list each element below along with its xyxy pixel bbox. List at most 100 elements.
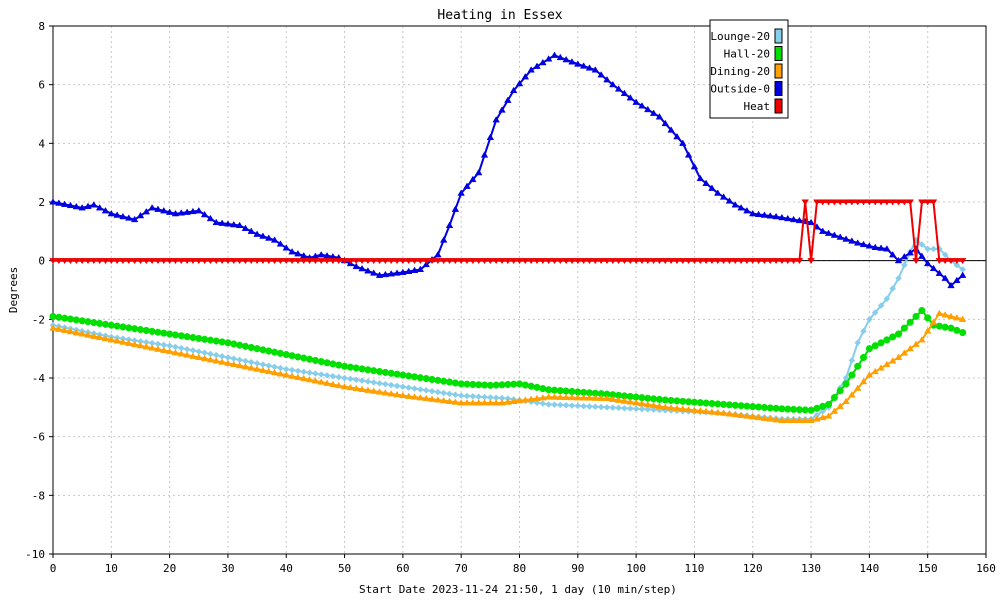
data-point	[737, 258, 745, 265]
data-point	[504, 258, 512, 265]
data-point	[364, 258, 372, 265]
data-point	[148, 344, 156, 351]
data-point	[445, 397, 454, 405]
data-point	[906, 318, 914, 326]
data-point	[218, 219, 226, 226]
data-point	[848, 391, 856, 398]
data-point	[912, 258, 920, 265]
data-point	[562, 393, 570, 401]
data-point	[661, 119, 670, 127]
data-point	[626, 405, 634, 412]
data-point	[644, 105, 652, 113]
data-point	[259, 346, 267, 354]
data-point	[894, 256, 903, 264]
data-point	[679, 405, 687, 412]
data-point	[626, 94, 635, 101]
legend-label: Outside-0	[710, 83, 770, 96]
data-point	[428, 375, 436, 384]
data-point	[568, 402, 576, 409]
data-point	[463, 399, 471, 406]
data-point	[410, 373, 419, 381]
data-point	[889, 285, 897, 292]
data-point	[539, 258, 547, 265]
data-point	[189, 258, 197, 265]
data-point	[836, 199, 844, 206]
data-point	[708, 408, 716, 415]
data-point	[84, 331, 92, 338]
data-point	[195, 353, 203, 361]
data-point	[404, 392, 413, 399]
data-point	[859, 353, 868, 362]
data-point	[848, 237, 856, 244]
series-outside-0	[49, 51, 967, 289]
data-point	[235, 361, 244, 369]
data-point	[189, 333, 197, 342]
y-tick-label: 0	[38, 255, 45, 268]
data-point	[346, 363, 354, 371]
data-point	[818, 227, 827, 234]
data-point	[405, 372, 413, 380]
data-point	[684, 151, 693, 158]
data-point	[615, 404, 622, 412]
data-point	[317, 378, 325, 385]
data-point	[142, 326, 150, 335]
data-point	[754, 258, 763, 265]
data-point	[527, 395, 535, 402]
data-point	[416, 265, 425, 273]
data-point	[55, 313, 63, 321]
data-point	[282, 350, 290, 359]
x-tick-label: 0	[50, 562, 57, 575]
data-point	[329, 372, 337, 380]
data-point	[440, 389, 448, 397]
data-point	[801, 199, 809, 206]
data-point	[533, 383, 541, 391]
data-point	[480, 399, 489, 406]
data-point	[183, 333, 191, 341]
data-point	[61, 314, 69, 322]
data-point	[924, 245, 932, 253]
data-point	[719, 258, 728, 265]
data-point	[410, 393, 419, 400]
data-point	[101, 207, 110, 214]
data-point	[544, 393, 553, 400]
data-point	[958, 258, 967, 265]
data-point	[119, 338, 127, 345]
data-point	[638, 405, 646, 413]
x-tick-label: 40	[280, 562, 293, 575]
data-point	[533, 62, 541, 69]
x-tick-label: 140	[859, 562, 879, 575]
data-point	[527, 382, 535, 390]
data-point	[212, 337, 220, 345]
data-point	[941, 323, 949, 331]
data-point	[341, 362, 349, 370]
data-point	[702, 179, 710, 186]
data-point	[521, 396, 530, 403]
data-point	[224, 359, 232, 366]
data-point	[941, 251, 949, 259]
data-point	[241, 258, 250, 265]
data-point	[271, 348, 279, 356]
data-point	[439, 396, 448, 404]
series-hall-20	[49, 306, 967, 414]
data-point	[311, 377, 320, 384]
data-point	[270, 368, 279, 376]
data-point	[410, 266, 419, 273]
data-point	[335, 361, 343, 369]
data-point	[399, 383, 407, 391]
data-point	[136, 258, 145, 265]
data-point	[725, 410, 734, 417]
data-point	[200, 210, 209, 218]
data-point	[504, 398, 512, 405]
data-point	[55, 258, 63, 265]
data-point	[352, 364, 360, 372]
data-point	[317, 251, 325, 258]
series-line	[52, 238, 964, 421]
data-point	[865, 199, 874, 206]
data-point	[300, 251, 308, 259]
data-point	[393, 382, 401, 390]
data-point	[445, 378, 454, 386]
data-point	[644, 258, 652, 265]
data-point	[825, 400, 833, 408]
data-point	[340, 258, 349, 265]
